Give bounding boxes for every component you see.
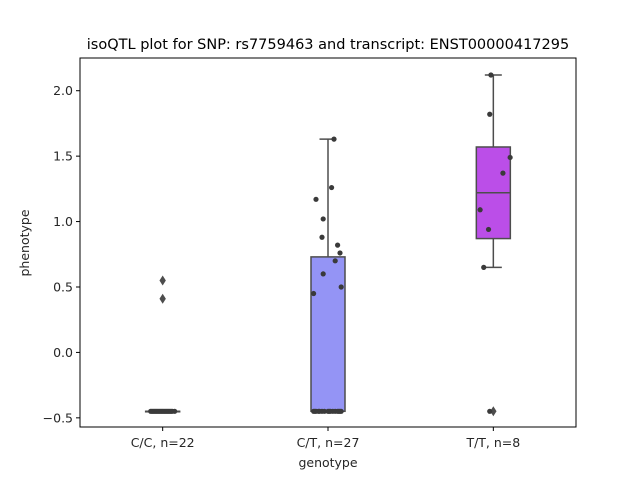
data-point xyxy=(321,408,327,414)
data-point xyxy=(336,408,342,414)
y-tick-label: 0.5 xyxy=(53,279,73,294)
x-tick-label: T/T, n=8 xyxy=(465,435,520,450)
data-point xyxy=(332,258,338,264)
data-point xyxy=(329,184,335,191)
data-point xyxy=(488,72,494,78)
y-tick-label: 2.0 xyxy=(53,83,73,98)
data-point xyxy=(507,154,513,161)
data-point xyxy=(168,408,174,414)
outlier-marker xyxy=(159,293,166,304)
data-point xyxy=(317,408,323,414)
box-body xyxy=(310,256,346,413)
outlier-marker xyxy=(490,406,497,417)
plot-area xyxy=(144,72,513,417)
data-point xyxy=(320,216,326,222)
chart-title: isoQTL plot for SNP: rs7759463 and trans… xyxy=(87,37,569,53)
data-point xyxy=(326,408,332,414)
data-point xyxy=(312,408,318,414)
strip-points xyxy=(311,136,344,414)
box-group xyxy=(475,74,512,417)
data-point xyxy=(481,264,487,270)
y-tick-label: 1.0 xyxy=(53,214,73,229)
box-group xyxy=(144,275,181,413)
data-point xyxy=(331,136,337,142)
data-point xyxy=(337,250,343,256)
strip-points xyxy=(477,72,513,414)
outlier-marker xyxy=(159,275,166,286)
data-point xyxy=(485,226,492,233)
y-tick-label: 0.0 xyxy=(53,345,73,360)
data-point xyxy=(320,271,326,277)
data-point xyxy=(311,290,317,297)
x-axis-label: genotype xyxy=(298,455,357,470)
y-tick-label: 1.5 xyxy=(53,149,73,164)
data-point xyxy=(313,196,319,202)
data-point xyxy=(319,234,325,240)
data-point xyxy=(335,242,341,248)
box-group xyxy=(310,138,346,413)
strip-points xyxy=(148,408,178,414)
data-point xyxy=(477,207,483,213)
y-axis-label: phenotype xyxy=(17,209,32,276)
axes: −0.5 0.0 0.5 1.0 1.5 2.0 C/C, n=22 C/T, n=27 T/T… xyxy=(43,57,577,450)
data-point xyxy=(172,408,178,414)
x-tick-label: C/C, n=22 xyxy=(131,435,195,450)
data-point xyxy=(487,408,493,414)
data-point xyxy=(487,111,493,117)
x-tick-label: C/T, n=27 xyxy=(297,435,360,450)
y-tick-label: −0.5 xyxy=(43,410,73,425)
data-point xyxy=(338,284,344,290)
data-point xyxy=(500,170,506,176)
